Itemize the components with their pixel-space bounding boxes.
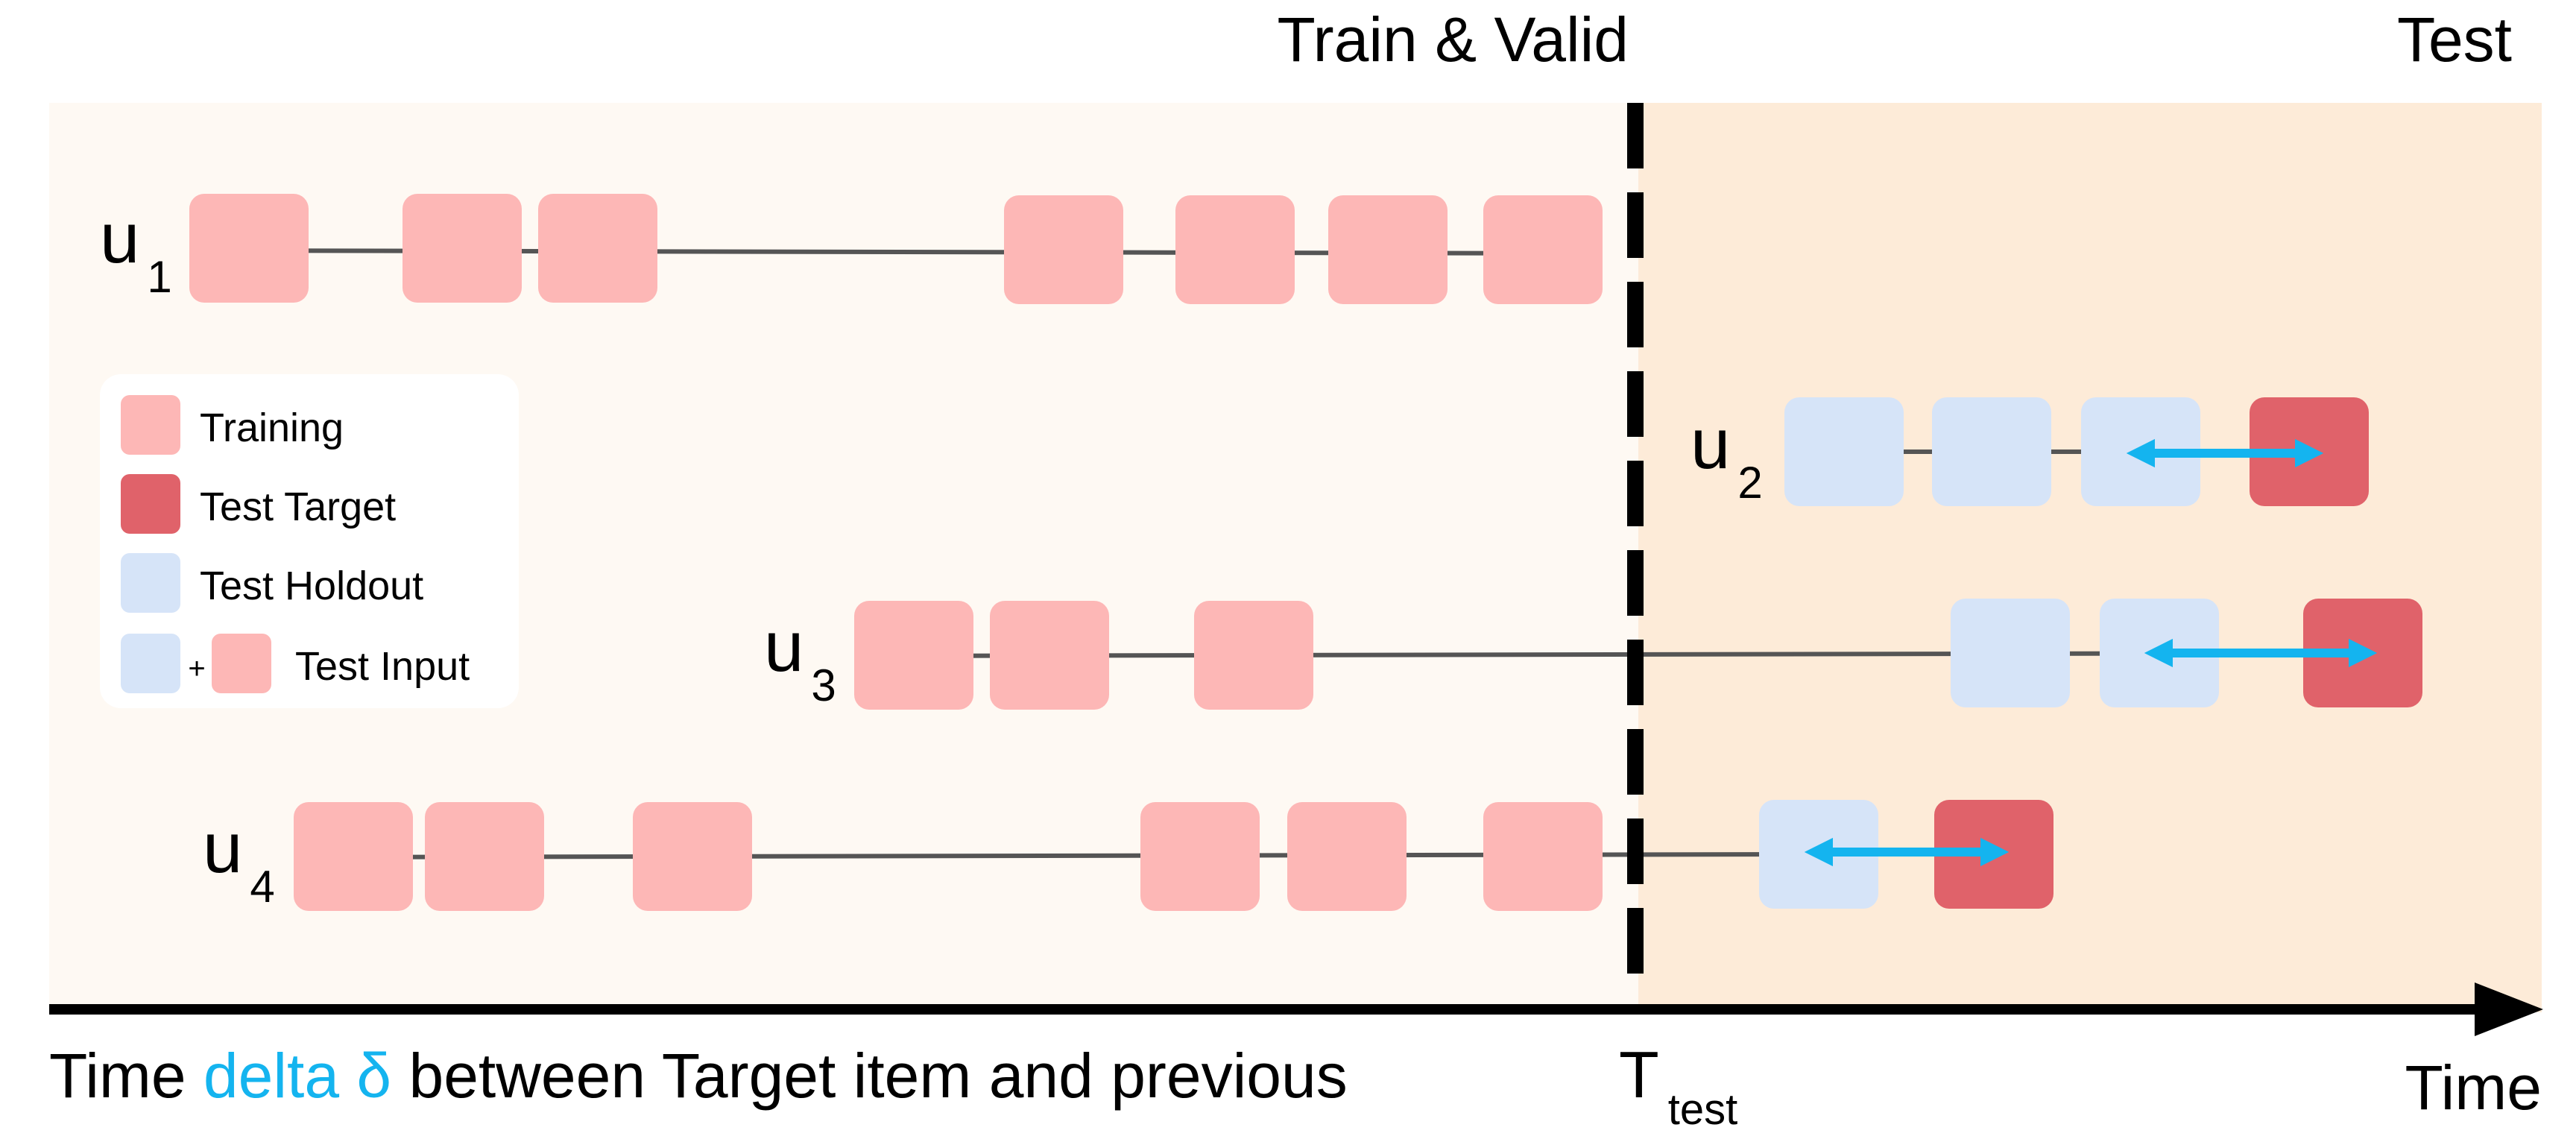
legend-swatch-test-holdout <box>121 553 180 613</box>
training-item <box>425 802 544 911</box>
legend-label-test-input: Test Input <box>295 644 470 689</box>
axis-caption: Time delta δ between Target item and pre… <box>49 1041 1348 1111</box>
legend-label-test-holdout: Test Holdout <box>200 564 423 608</box>
legend-label-training: Training <box>200 406 344 450</box>
delta-highlight: delta δ <box>203 1041 391 1111</box>
time-axis-label: Time <box>2405 1053 2542 1123</box>
training-item <box>402 194 522 303</box>
test-holdout-item <box>1951 599 2070 707</box>
legend-label-test-target: Test Target <box>200 485 396 529</box>
legend-swatch-test-input-training <box>212 634 271 693</box>
legend-swatch-test-input-holdout <box>121 634 180 693</box>
training-item <box>189 194 309 303</box>
training-item <box>1483 802 1603 911</box>
train-valid-header: Train & Valid <box>1277 4 1629 75</box>
legend-box <box>100 374 519 708</box>
training-item <box>1004 195 1123 304</box>
legend: Training Test Target Test Holdout + Test… <box>100 374 519 708</box>
training-item <box>854 601 973 710</box>
test-header: Test <box>2397 4 2512 75</box>
training-item <box>990 601 1109 710</box>
legend-plus-sign: + <box>188 652 205 685</box>
training-item <box>1287 802 1407 911</box>
training-item <box>633 802 752 911</box>
training-item <box>1140 802 1260 911</box>
training-item <box>1194 601 1313 710</box>
training-item <box>538 194 657 303</box>
test-holdout-item <box>1784 397 1904 506</box>
legend-swatch-training <box>121 395 180 455</box>
time-axis-arrowhead <box>2475 982 2543 1036</box>
training-item <box>1175 195 1295 304</box>
training-item <box>1328 195 1448 304</box>
training-item <box>1483 195 1603 304</box>
legend-swatch-test-target <box>121 474 180 534</box>
test-holdout-item <box>1932 397 2051 506</box>
training-item <box>294 802 413 911</box>
